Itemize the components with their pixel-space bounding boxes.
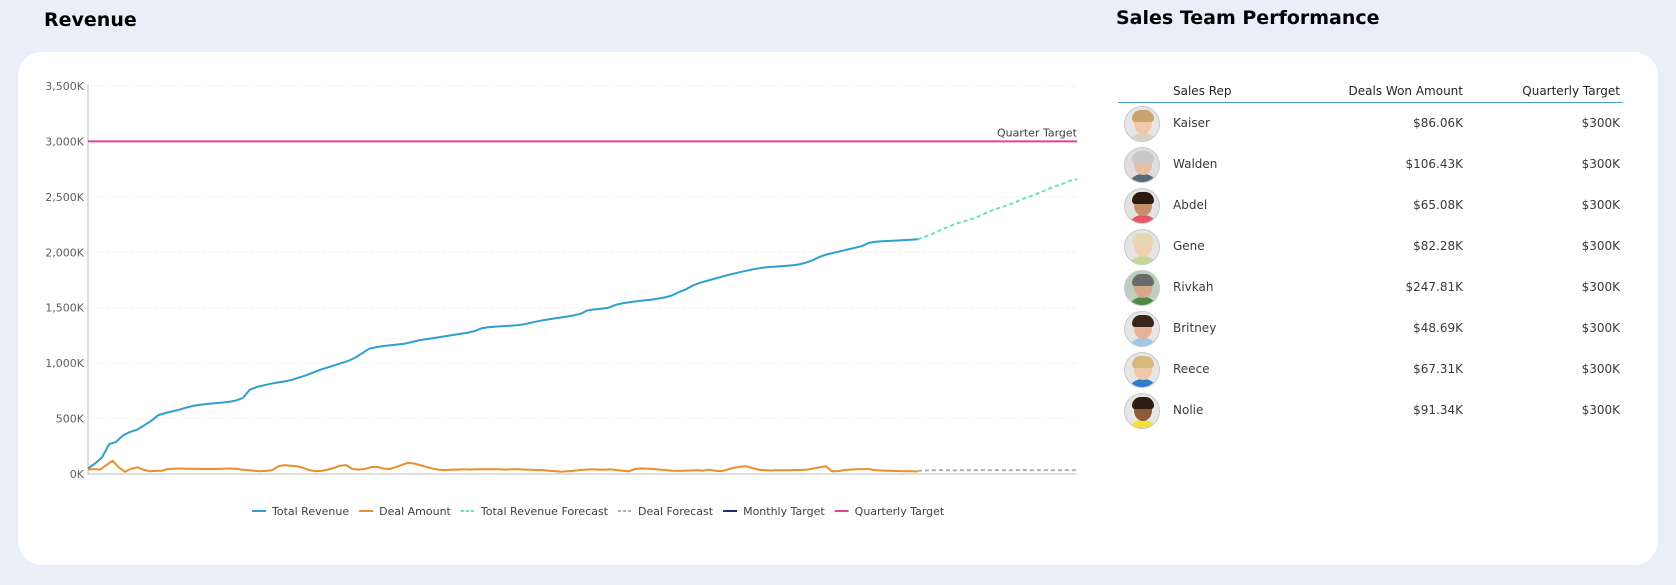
avatar <box>1124 147 1160 183</box>
header-sales-rep[interactable]: Sales Rep <box>1173 84 1232 98</box>
dashboard-card <box>18 52 1658 565</box>
table-row[interactable]: Walden $106.43K $300K <box>1118 144 1623 185</box>
avatar-body <box>1128 174 1158 182</box>
series-line-total-revenue-forecast[interactable] <box>917 178 1078 241</box>
quarterly-target: $300K <box>1581 403 1620 417</box>
y-tick-label: 0K <box>70 468 85 481</box>
series-line-deal-amount[interactable] <box>87 459 918 473</box>
sales-rep-name: Reece <box>1173 362 1210 376</box>
deals-won-amount: $65.08K <box>1413 198 1463 212</box>
header-deals-won-amount[interactable]: Deals Won Amount <box>1348 84 1463 98</box>
deals-won-amount: $82.28K <box>1413 239 1463 253</box>
sales-rep-name: Walden <box>1173 157 1218 171</box>
avatar-body <box>1128 133 1158 141</box>
legend-item[interactable]: Total Revenue <box>271 505 349 518</box>
y-tick-label: 1,500K <box>45 302 84 315</box>
avatar-hair <box>1132 151 1154 163</box>
table-row[interactable]: Nolie $91.34K $300K <box>1118 390 1623 431</box>
avatar-hair <box>1132 274 1154 286</box>
avatar <box>1124 352 1160 388</box>
avatar-body <box>1128 215 1158 223</box>
quarterly-target: $300K <box>1581 116 1620 130</box>
quarterly-target: $300K <box>1581 198 1620 212</box>
sales-rep-name: Britney <box>1173 321 1217 335</box>
avatar <box>1124 311 1160 347</box>
y-tick-label: 3,500K <box>45 80 84 93</box>
legend-item[interactable]: Quarterly Target <box>855 505 945 518</box>
sales-rep-name: Kaiser <box>1173 116 1210 130</box>
table-body: Kaiser $86.06K $300K Walden $106.43K $300K Abd… <box>1118 103 1623 431</box>
table-row[interactable]: Rivkah $247.81K $300K <box>1118 267 1623 308</box>
deals-won-amount: $67.31K <box>1413 362 1463 376</box>
sales-team-performance-title: Sales Team Performance <box>1116 7 1380 29</box>
quarterly-target: $300K <box>1581 239 1620 253</box>
table-row[interactable]: Kaiser $86.06K $300K <box>1118 103 1623 144</box>
series-line-deal-forecast[interactable] <box>917 469 1078 472</box>
y-tick-label: 2,500K <box>45 191 84 204</box>
avatar <box>1124 229 1160 265</box>
y-tick-label: 1,000K <box>45 357 84 370</box>
avatar-hair <box>1132 356 1154 368</box>
deals-won-amount: $91.34K <box>1413 403 1463 417</box>
quarterly-target: $300K <box>1581 362 1620 376</box>
sales-rep-name: Rivkah <box>1173 280 1214 294</box>
avatar-hair <box>1132 315 1154 327</box>
y-tick-label: 3,000K <box>45 135 84 148</box>
table-row[interactable]: Britney $48.69K $300K <box>1118 308 1623 349</box>
sales-rep-name: Abdel <box>1173 198 1208 212</box>
revenue-title: Revenue <box>44 9 137 31</box>
y-tick-label: 500K <box>56 413 85 426</box>
legend-item[interactable]: Monthly Target <box>743 505 825 518</box>
quarterly-target: $300K <box>1581 321 1620 335</box>
sales-rep-name: Gene <box>1173 239 1205 253</box>
deals-won-amount: $86.06K <box>1413 116 1463 130</box>
avatar-hair <box>1132 110 1154 122</box>
deals-won-amount: $106.43K <box>1405 157 1464 171</box>
avatar <box>1124 188 1160 224</box>
avatar-hair <box>1132 233 1154 245</box>
legend-item[interactable]: Total Revenue Forecast <box>480 505 609 518</box>
avatar-body <box>1128 379 1158 387</box>
table-row[interactable]: Gene $82.28K $300K <box>1118 226 1623 267</box>
quarterly-target: $300K <box>1581 280 1620 294</box>
deals-won-amount: $48.69K <box>1413 321 1463 335</box>
y-tick-label: 2,000K <box>45 246 84 259</box>
avatar-hair <box>1132 397 1154 409</box>
table-row[interactable]: Reece $67.31K $300K <box>1118 349 1623 390</box>
sales-rep-name: Nolie <box>1173 403 1204 417</box>
header-quarterly-target[interactable]: Quarterly Target <box>1522 84 1620 98</box>
avatar-hair <box>1132 192 1154 204</box>
deals-won-amount: $247.81K <box>1405 280 1464 294</box>
avatar <box>1124 270 1160 306</box>
series-line-total-revenue[interactable] <box>87 238 918 470</box>
avatar-body <box>1128 256 1158 264</box>
avatar-body <box>1128 338 1158 346</box>
legend-item[interactable]: Deal Forecast <box>638 505 714 518</box>
avatar <box>1124 393 1160 429</box>
avatar <box>1124 106 1160 142</box>
quarterly-target: $300K <box>1581 157 1620 171</box>
avatar-body <box>1128 297 1158 305</box>
table-header: Sales Rep Deals Won Amount Quarterly Tar… <box>1118 81 1623 103</box>
quarter-target-annotation: Quarter Target <box>997 126 1078 139</box>
sales-team-table: Sales Rep Deals Won Amount Quarterly Tar… <box>1118 81 1623 431</box>
legend-item[interactable]: Deal Amount <box>379 505 451 518</box>
table-row[interactable]: Abdel $65.08K $300K <box>1118 185 1623 226</box>
avatar-body <box>1128 420 1158 428</box>
